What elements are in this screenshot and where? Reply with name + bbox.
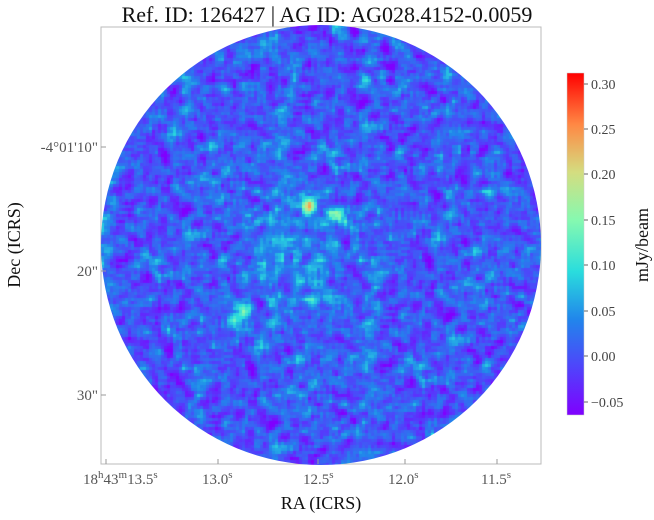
colorbar-tick: 0.10 (591, 259, 616, 274)
colorbar-tick: 0.20 (591, 168, 616, 183)
x-tick-label: 11.5s (481, 469, 511, 488)
x-axis-label: RA (ICRS) (281, 493, 362, 514)
y-axis-label: Dec (ICRS) (4, 202, 25, 287)
chart-title: Ref. ID: 126427 | AG ID: AG028.4152-0.00… (121, 2, 533, 27)
colorbar-tick: 0.15 (591, 214, 616, 229)
colorbar-tick: 0.05 (591, 305, 616, 320)
y-tick-label: -4°01'10" (41, 140, 98, 156)
intensity-map (101, 25, 541, 465)
x-axis: 18h43m13.5s 13.0s 12.5s 12.0s 11.5s (83, 459, 511, 488)
colorbar-label: mJy/beam (632, 208, 652, 282)
colorbar-tick: −0.05 (591, 396, 623, 411)
colorbar-tick: 0.25 (591, 123, 616, 138)
hour-mark: h (98, 469, 104, 481)
y-tick-label: 20" (77, 264, 98, 280)
x-tick-label: 12.0s (388, 469, 419, 488)
minute-mark: m (119, 469, 128, 481)
colorbar: 0.30 0.25 0.20 0.15 0.10 0.05 0.00 −0.05… (566, 72, 652, 416)
x-tick-label: 12.5s (303, 469, 334, 488)
second-mark: s (228, 469, 232, 481)
second-mark: s (329, 469, 333, 481)
second-mark: s (507, 469, 511, 481)
second-mark: s (153, 469, 157, 481)
y-axis: -4°01'10" 20" 30" (41, 140, 106, 404)
colorbar-tick: 0.00 (591, 350, 616, 365)
x-tick-label: 18h43m13.5s (83, 469, 158, 488)
colorbar-tick: 0.30 (591, 78, 616, 93)
x-tick-label: 13.0s (202, 469, 233, 488)
y-tick-label: 30" (77, 388, 98, 404)
colorbar-gradient (566, 72, 585, 416)
second-mark: s (414, 469, 418, 481)
